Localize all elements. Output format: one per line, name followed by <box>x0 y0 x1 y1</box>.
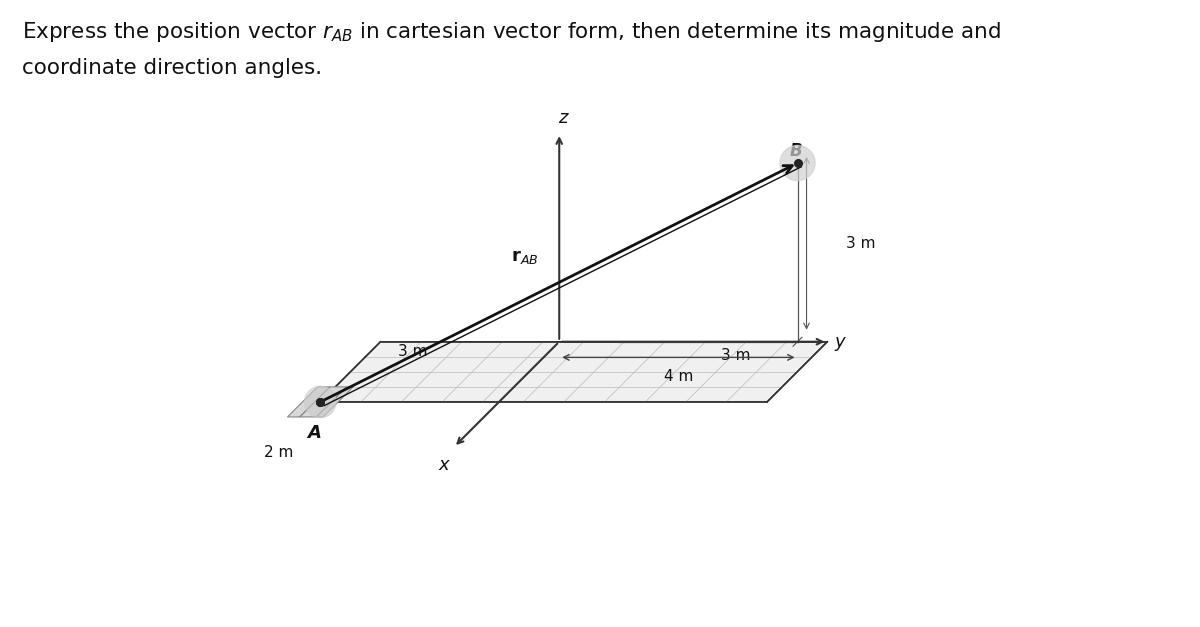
Text: x: x <box>438 456 449 475</box>
Text: coordinate direction angles.: coordinate direction angles. <box>22 58 322 78</box>
Text: B: B <box>790 142 803 160</box>
Circle shape <box>780 145 815 181</box>
Text: $\mathbf{r}_{AB}$: $\mathbf{r}_{AB}$ <box>511 248 539 266</box>
Polygon shape <box>288 387 353 417</box>
Text: 3 m: 3 m <box>397 344 427 359</box>
Polygon shape <box>320 342 827 402</box>
Text: y: y <box>835 333 846 350</box>
Circle shape <box>305 386 336 418</box>
Text: 3 m: 3 m <box>721 348 750 363</box>
Text: Express the position vector $\it{r}_{AB}$ in cartesian vector form, then determi: Express the position vector $\it{r}_{AB}… <box>22 20 1001 44</box>
Text: z: z <box>558 109 568 127</box>
Text: 3 m: 3 m <box>846 236 875 251</box>
Text: 2 m: 2 m <box>264 445 293 460</box>
Text: A: A <box>307 424 322 442</box>
Text: 4 m: 4 m <box>664 369 694 384</box>
